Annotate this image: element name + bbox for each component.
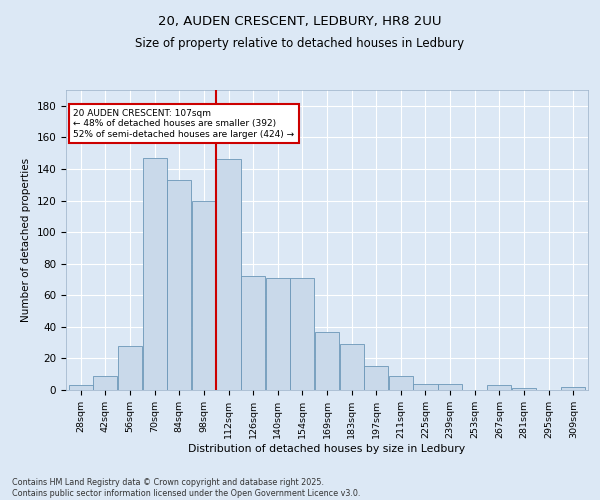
Bar [94,376,118,390]
X-axis label: Distribution of detached houses by size in Ledbury: Distribution of detached houses by size … [188,444,466,454]
Text: Size of property relative to detached houses in Ledbury: Size of property relative to detached ho… [136,38,464,51]
Bar [192,200,216,390]
Bar [561,387,585,390]
Bar [217,160,241,390]
Bar [512,388,536,390]
Bar [266,278,290,390]
Bar [413,384,437,390]
Bar [290,278,314,390]
Text: 20, AUDEN CRESCENT, LEDBURY, HR8 2UU: 20, AUDEN CRESCENT, LEDBURY, HR8 2UU [158,15,442,28]
Text: 20 AUDEN CRESCENT: 107sqm
← 48% of detached houses are smaller (392)
52% of semi: 20 AUDEN CRESCENT: 107sqm ← 48% of detac… [73,109,295,138]
Bar [364,366,388,390]
Y-axis label: Number of detached properties: Number of detached properties [21,158,31,322]
Bar [118,346,142,390]
Bar [389,376,413,390]
Text: Contains HM Land Registry data © Crown copyright and database right 2025.
Contai: Contains HM Land Registry data © Crown c… [12,478,361,498]
Bar [487,386,511,390]
Bar [315,332,339,390]
Bar [340,344,364,390]
Bar [69,386,93,390]
Bar [438,384,462,390]
Bar [167,180,191,390]
Bar [143,158,167,390]
Bar [241,276,265,390]
